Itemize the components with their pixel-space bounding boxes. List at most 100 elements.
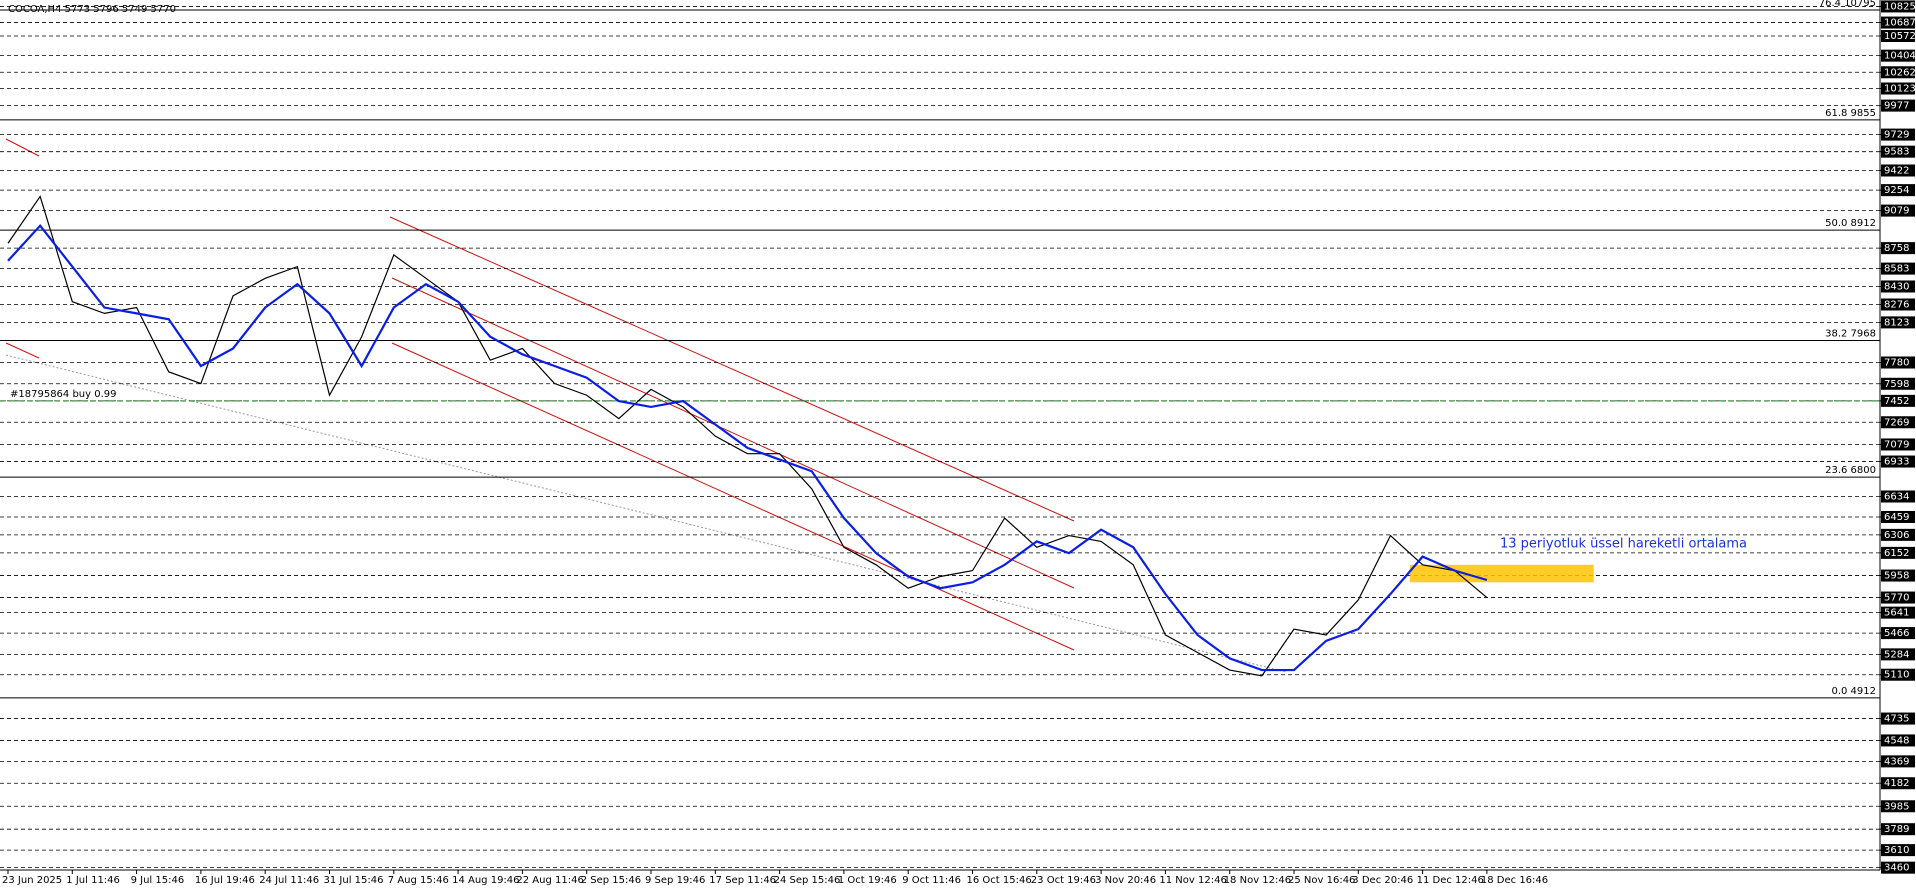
y-tick-box [1881,16,1915,29]
y-tick-label: 3460 [1884,863,1909,874]
x-tick-label: 25 Nov 16:46 [1288,875,1355,886]
y-tick-box [1881,627,1915,640]
y-tick-label: 3610 [1884,845,1909,856]
channel-lower [391,342,1075,651]
fibo-label: 76.4 10795 [1819,0,1876,9]
y-tick-label: 7452 [1884,396,1909,407]
y-tick-label: 5641 [1884,608,1909,619]
y-tick-box [1881,648,1915,661]
y-tick-label: 10572 [1884,31,1916,42]
y-tick-box [1881,591,1915,604]
y-tick-box [1881,800,1915,813]
y-tick-label: 9977 [1884,101,1909,112]
y-tick-box [1881,734,1915,747]
y-tick-box [1881,844,1915,857]
y-tick-box [1881,30,1915,43]
annotation: 13 periyotluk üssel hareketli ortalama [1500,537,1747,552]
x-tick-label: 1 Oct 19:46 [838,875,897,886]
y-tick-label: 4182 [1884,778,1909,789]
fibo-label: 38.2 7968 [1825,329,1876,340]
y-tick-label: 7269 [1884,417,1909,428]
fibo-label: 61.8 9855 [1825,108,1876,119]
y-tick-box [1881,298,1915,311]
y-tick-label: 8123 [1884,317,1909,328]
x-tick-label: 31 Jul 15:46 [324,875,384,886]
y-tick-box [1881,394,1915,407]
y-tick-box [1881,316,1915,329]
x-tick-label: 9 Jul 15:46 [131,875,185,886]
y-tick-box [1881,712,1915,725]
y-tick-label: 5466 [1884,628,1909,639]
y-tick-label: 4735 [1884,714,1909,725]
x-tick-label: 17 Sep 11:46 [709,875,776,886]
channel-middle [391,277,1075,589]
y-tick-label: 5284 [1884,649,1909,660]
fibo-label: 0.0 4912 [1831,686,1876,697]
y-tick-label: 8276 [1884,300,1909,311]
y-tick-label: 7598 [1884,379,1909,390]
y-tick-box [1881,82,1915,95]
x-tick-label: 9 Sep 19:46 [645,875,705,886]
y-tick-box [1881,377,1915,390]
y-tick-label: 9254 [1884,185,1909,196]
x-tick-label: 14 Aug 19:46 [452,875,519,886]
x-tick-label: 7 Aug 15:46 [388,875,449,886]
y-tick-box [1881,204,1915,217]
y-tick-label: 5770 [1884,593,1909,604]
y-tick-label: 6306 [1884,530,1909,541]
trend-segment [5,138,40,157]
y-tick-label: 3985 [1884,801,1909,812]
y-tick-box [1881,128,1915,141]
y-tick-box [1881,569,1915,582]
y-tick-label: 7780 [1884,358,1909,369]
trend-segment [5,342,40,359]
x-tick-label: 18 Dec 16:46 [1481,875,1548,886]
x-tick-label: 24 Jul 11:46 [259,875,319,886]
y-tick-label: 5958 [1884,571,1909,582]
y-tick-box [1881,356,1915,369]
y-tick-box [1881,823,1915,836]
y-tick-box [1881,438,1915,451]
price-line [7,195,1488,677]
y-tick-box [1881,262,1915,275]
order-label: #18795864 buy 0.99 [10,389,117,400]
x-tick-label: 18 Nov 12:46 [1224,875,1291,886]
x-tick-label: 11 Dec 12:46 [1417,875,1484,886]
y-tick-label: 9079 [1884,206,1909,217]
y-tick-box [1881,184,1915,197]
y-tick-box [1881,606,1915,619]
y-tick-label: 4548 [1884,735,1909,746]
y-tick-label: 7079 [1884,439,1909,450]
y-tick-label: 8430 [1884,281,1909,292]
y-tick-label: 6933 [1884,457,1909,468]
y-tick-box [1881,668,1915,681]
y-tick-label: 4369 [1884,756,1909,767]
y-tick-label: 8583 [1884,264,1909,275]
y-tick-label: 10687 [1884,18,1916,29]
y-tick-box [1881,777,1915,790]
y-tick-box [1881,66,1915,79]
y-tick-label: 8758 [1884,243,1909,254]
y-tick-label: 10825 [1884,1,1916,12]
x-tick-label: 16 Oct 15:46 [967,875,1032,886]
y-tick-label: 6634 [1884,492,1909,503]
y-tick-box [1881,490,1915,503]
y-tick-box [1881,861,1915,874]
y-tick-box [1881,145,1915,158]
fibo-label: 23.6 6800 [1825,465,1876,476]
y-tick-box [1881,99,1915,112]
y-tick-label: 3789 [1884,824,1909,835]
y-tick-box [1881,242,1915,255]
x-tick-label: 23 Jun 2025 [2,875,62,886]
x-tick-label: 11 Nov 12:46 [1159,875,1226,886]
y-tick-box [1881,280,1915,293]
trend-lines [5,138,1287,673]
x-tick-label: 2 Sep 15:46 [581,875,641,886]
x-tick-label: 22 Aug 11:46 [516,875,583,886]
y-tick-label: 9422 [1884,165,1909,176]
ema-line [7,223,1488,672]
y-tick-label: 10404 [1884,51,1916,62]
y-tick-label: 9729 [1884,130,1909,141]
x-tick-label: 23 Oct 19:46 [1031,875,1096,886]
